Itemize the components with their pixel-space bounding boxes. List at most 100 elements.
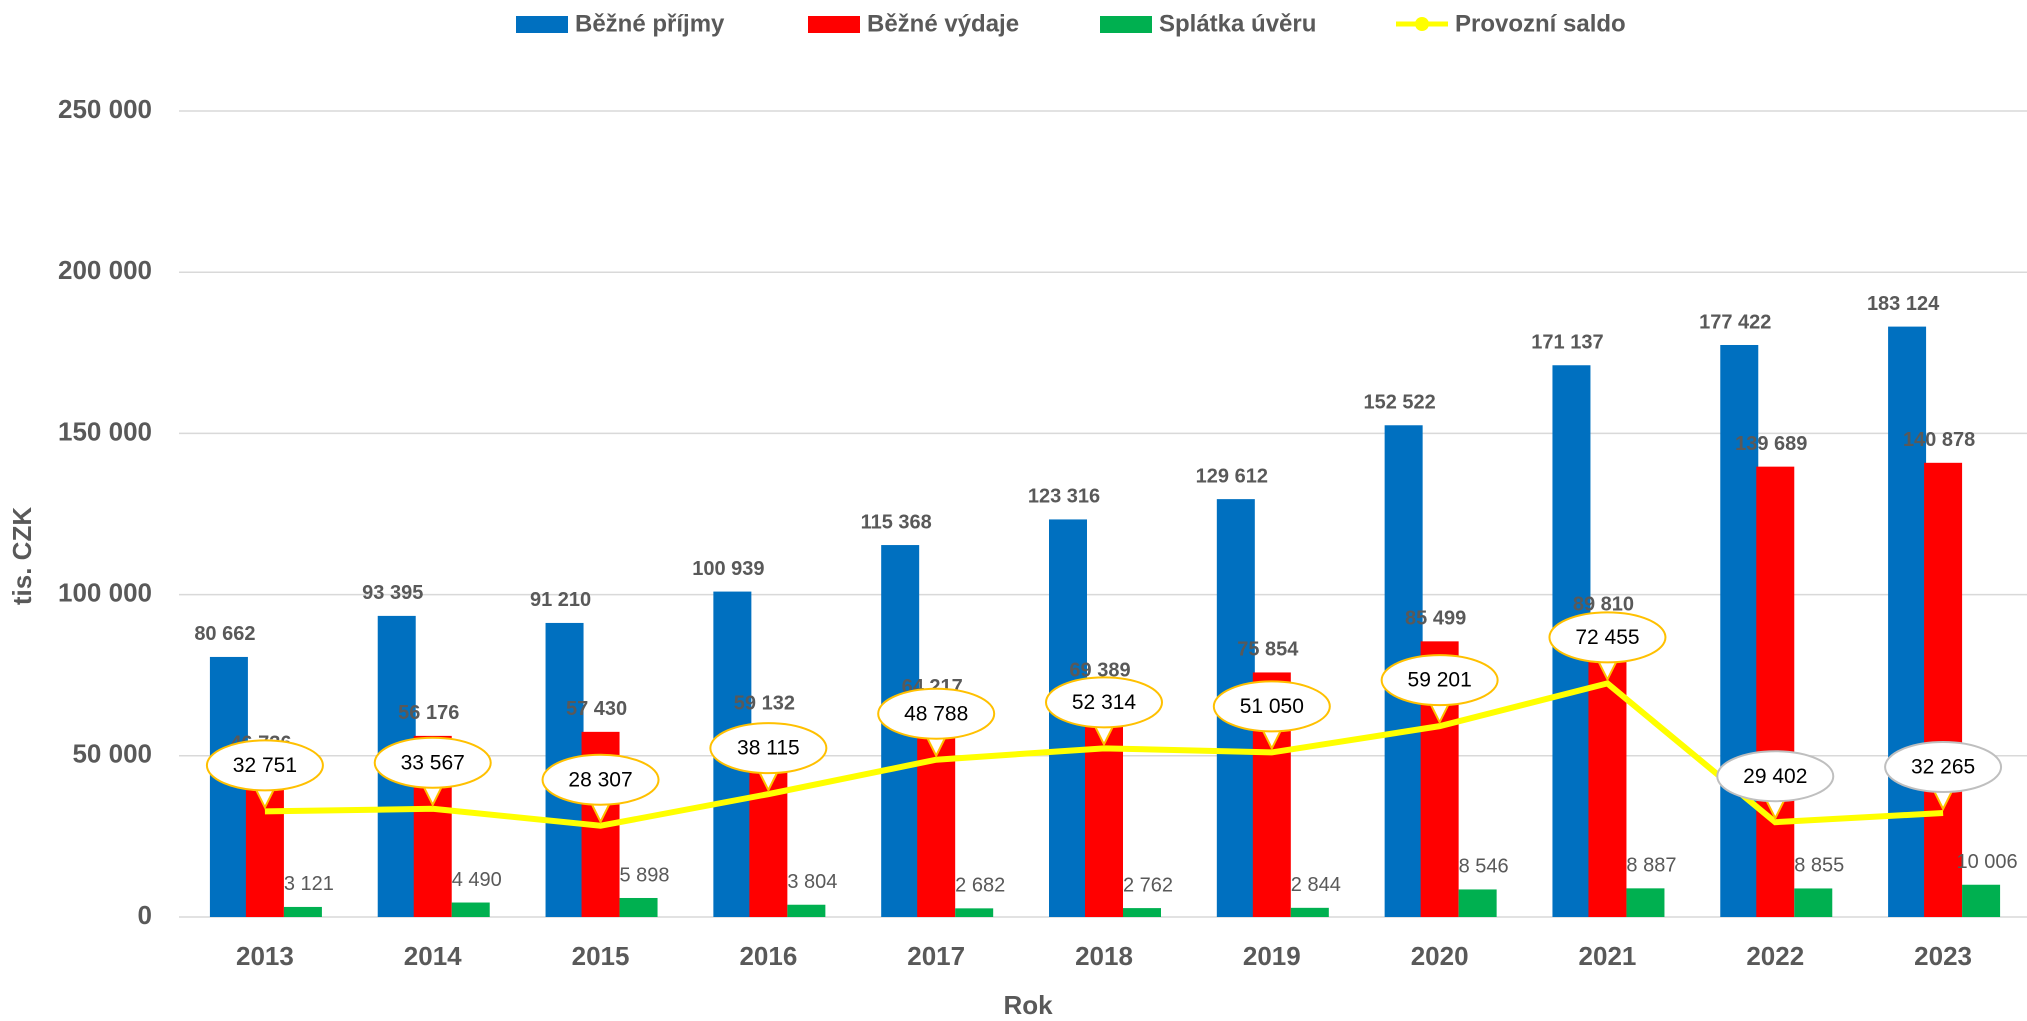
data-label: 72 455 [1575, 626, 1639, 649]
bar [1962, 884, 2001, 917]
callout [925, 735, 948, 758]
callout [1093, 723, 1115, 747]
data-label: 32 751 [233, 754, 297, 777]
x-tick-label: 2020 [1411, 941, 1469, 971]
callout [205, 739, 324, 792]
data-label: 52 314 [1072, 691, 1137, 714]
bar [1123, 908, 1161, 917]
callout [757, 769, 780, 793]
data-label: 93 395 [362, 582, 423, 604]
x-tick-label: 2018 [1075, 941, 1133, 971]
data-label: 59 201 [1408, 669, 1472, 692]
x-tick-label: 2017 [907, 941, 965, 971]
data-label: 69 389 [1069, 660, 1130, 682]
callout [254, 786, 276, 810]
data-label: 8 546 [1459, 856, 1509, 878]
legend-label: Splátka úvěru [1159, 10, 1316, 37]
y-tick-label: 0 [138, 900, 152, 930]
line [264, 680, 1944, 829]
bar [1888, 326, 1927, 917]
y-tick-label: 200 000 [58, 255, 152, 285]
x-tick-label: 2022 [1746, 941, 1804, 971]
data-label: 32 265 [1911, 756, 1975, 779]
legend-label: Běžné výdaje [867, 10, 1019, 37]
data-label: 100 939 [692, 558, 764, 580]
bar [1458, 889, 1497, 917]
data-label: 3 121 [284, 873, 334, 895]
x-tick-label: 2021 [1579, 941, 1637, 971]
y-tick-label: 150 000 [58, 416, 152, 446]
bar [1290, 907, 1329, 917]
data-label: 177 422 [1699, 311, 1771, 333]
legend-swatch [1100, 16, 1152, 33]
callout [877, 687, 996, 740]
callout [421, 784, 444, 808]
x-axis-label: Rok [1003, 990, 1053, 1020]
data-label: 183 124 [1867, 293, 1940, 315]
data-label: 10 006 [1957, 851, 2018, 873]
legend-label: Provozní saldo [1455, 10, 1626, 37]
data-label: 48 788 [904, 702, 968, 725]
bar [283, 906, 322, 917]
callout [1596, 658, 1619, 682]
data-label: 85 499 [1405, 608, 1466, 630]
data-label: 59 132 [734, 693, 795, 715]
callout [1260, 727, 1283, 751]
data-label: 2 762 [1123, 874, 1173, 896]
callout [1764, 797, 1787, 821]
callout [709, 722, 828, 775]
y-axis-label: tis. CZK [7, 507, 37, 605]
data-label: 123 316 [1028, 486, 1100, 508]
data-label: 28 307 [568, 768, 632, 791]
bar [451, 902, 490, 917]
data-label: 75 854 [1237, 639, 1299, 661]
x-tick-label: 2019 [1243, 941, 1301, 971]
data-label: 51 050 [1240, 695, 1304, 718]
bar [619, 897, 658, 917]
bar [1720, 344, 1759, 918]
callout [1716, 750, 1835, 803]
data-label: 5 898 [620, 864, 670, 886]
x-tick-label: 2013 [236, 941, 294, 971]
callout [1380, 654, 1499, 707]
callout [1212, 680, 1331, 733]
data-label: 8 855 [1794, 855, 1844, 877]
data-label: 29 402 [1743, 765, 1807, 788]
x-tick-label: 2014 [404, 941, 462, 971]
legend-swatch [1415, 17, 1429, 31]
data-label: 139 689 [1735, 433, 1807, 455]
legend-swatch [808, 16, 860, 33]
data-label: 171 137 [1531, 332, 1603, 354]
y-tick-label: 250 000 [58, 94, 152, 124]
data-label: 8 887 [1626, 855, 1676, 877]
callout [589, 801, 612, 824]
y-tick-label: 100 000 [58, 577, 152, 607]
data-label: 2 844 [1291, 874, 1341, 896]
x-tick-label: 2016 [739, 941, 797, 971]
data-label: 33 567 [401, 751, 465, 774]
y-tick-label: 50 000 [72, 739, 152, 769]
data-label: 91 210 [530, 589, 591, 611]
data-label: 129 612 [1196, 465, 1268, 487]
x-tick-label: 2015 [572, 941, 630, 971]
bar [1794, 888, 1833, 917]
callout [1428, 701, 1451, 725]
callout [373, 736, 492, 789]
data-label: 38 115 [737, 737, 800, 760]
legend-swatch [516, 16, 568, 33]
x-tick-label: 2023 [1914, 941, 1972, 971]
callout [1884, 740, 2003, 793]
callout [1548, 611, 1667, 664]
data-label: 115 368 [861, 511, 932, 533]
data-label: 57 430 [566, 698, 627, 720]
callout [1932, 788, 1954, 812]
bar [787, 904, 826, 917]
data-label: 4 490 [452, 869, 502, 891]
bar [955, 908, 994, 917]
data-label: 80 662 [194, 623, 255, 645]
data-label: 2 682 [955, 875, 1005, 897]
callout [541, 753, 660, 806]
data-label: 89 810 [1573, 594, 1634, 616]
data-label: 56 176 [398, 702, 459, 724]
